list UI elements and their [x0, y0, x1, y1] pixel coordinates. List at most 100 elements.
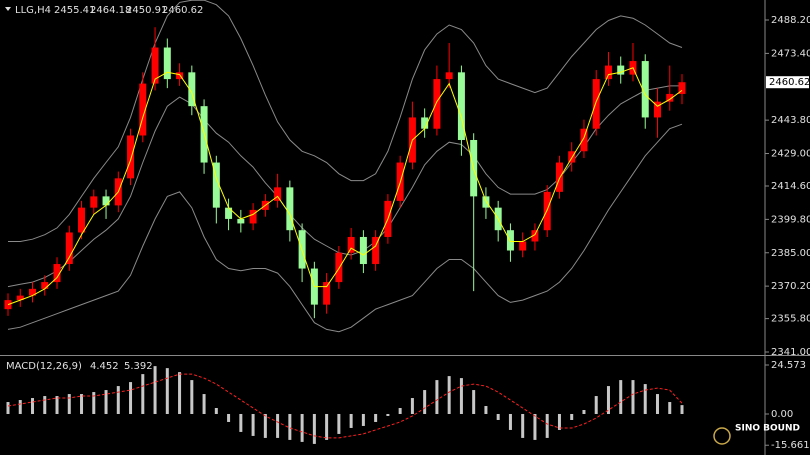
- macd-bar: [239, 413, 243, 432]
- y-tick-label: 0.00: [771, 409, 793, 420]
- signal-line: [7, 373, 683, 439]
- candle-body: [225, 207, 233, 219]
- candle-body: [482, 196, 490, 208]
- price-tag: [766, 76, 809, 89]
- macd-bar: [288, 413, 292, 440]
- macd-title: MACD(12,26,9): [6, 361, 82, 372]
- macd-bar: [594, 396, 598, 414]
- macd-bar: [153, 366, 157, 414]
- macd-bar: [116, 386, 120, 414]
- macd-bar: [374, 413, 378, 422]
- candle-body: [592, 79, 600, 129]
- ohlc-close: 2460.62: [162, 5, 203, 16]
- candle-body: [176, 72, 184, 80]
- candle-body: [237, 218, 245, 224]
- macd-bar: [190, 380, 194, 414]
- candle-body: [163, 47, 171, 80]
- candle-body: [65, 232, 73, 265]
- candle-body: [666, 93, 674, 102]
- macd-bar: [325, 413, 329, 440]
- macd-bar: [349, 413, 353, 428]
- macd-bar: [386, 413, 390, 416]
- macd-bar: [582, 410, 586, 414]
- candle-body: [249, 209, 257, 224]
- macd-bar: [472, 390, 476, 414]
- candle-body: [286, 187, 294, 231]
- candle-body: [41, 282, 49, 289]
- price-tag-label: 2460.62: [769, 77, 810, 88]
- macd-bar: [398, 408, 402, 414]
- macd-bar: [202, 394, 206, 414]
- candle-body: [102, 196, 110, 206]
- candle-body: [543, 191, 551, 231]
- candle-body: [653, 101, 661, 118]
- candle-body: [641, 61, 649, 118]
- candle-body: [421, 117, 429, 129]
- macd-bar: [214, 408, 218, 414]
- y-tick-label: 2341.00: [771, 347, 810, 358]
- candle-body: [16, 295, 24, 301]
- ohlc-open: 2455.41: [54, 5, 95, 16]
- candle-body: [568, 151, 576, 163]
- macd-value: 4.452: [90, 361, 119, 372]
- macd-bar: [643, 384, 647, 414]
- y-tick-label: 2429.00: [771, 149, 810, 160]
- candle-body: [335, 252, 343, 283]
- macd-bar: [67, 394, 71, 414]
- macd-bar: [6, 402, 10, 414]
- candle-body: [457, 72, 465, 140]
- macd-bar: [619, 380, 623, 414]
- macd-bar: [55, 396, 59, 414]
- y-tick-label: 2473.40: [771, 48, 810, 59]
- candle-body: [29, 288, 37, 296]
- candle-body: [139, 83, 147, 136]
- candle-body: [274, 187, 282, 201]
- macd-bar: [447, 376, 451, 414]
- macd-bar: [178, 372, 182, 414]
- macd-bar: [459, 378, 463, 414]
- logo-icon: [713, 427, 731, 445]
- macd-bar: [80, 394, 84, 414]
- macd-bar: [631, 380, 635, 414]
- macd-bar: [545, 413, 549, 438]
- candle-body: [151, 47, 159, 84]
- macd-bar: [227, 413, 231, 422]
- macd-bar: [251, 413, 255, 436]
- candle-body: [445, 72, 453, 80]
- macd-bar: [668, 402, 672, 414]
- candle-body: [90, 196, 98, 208]
- candle-body: [580, 128, 588, 152]
- macd-bar: [521, 413, 525, 438]
- macd-bar: [43, 396, 47, 414]
- macd-bar: [31, 398, 35, 414]
- lower-band: [7, 123, 683, 333]
- y-tick-label: -15.661: [771, 440, 810, 451]
- candle-body: [433, 79, 441, 129]
- candle-body: [372, 236, 380, 265]
- y-tick-label: 2488.20: [771, 15, 810, 26]
- signal-value: 5.392: [124, 361, 153, 372]
- macd-bar: [508, 413, 512, 430]
- y-tick-label: 2385.00: [771, 248, 810, 259]
- candle-body: [678, 82, 686, 94]
- candle-body: [188, 72, 196, 107]
- candle-body: [347, 236, 355, 253]
- candle-body: [519, 241, 527, 251]
- upper-band: [8, 0, 683, 242]
- menu-arrow: [5, 7, 11, 11]
- candle-body: [506, 230, 514, 251]
- candle-body: [531, 230, 539, 242]
- macd-bar: [312, 413, 316, 444]
- moving-average: [7, 67, 683, 306]
- macd-bar: [570, 413, 574, 420]
- macd-bar: [410, 398, 414, 414]
- y-tick-label: 24.573: [771, 360, 806, 371]
- y-tick-label: 2414.60: [771, 181, 810, 192]
- macd-bar: [129, 382, 133, 414]
- macd-bar: [423, 390, 427, 414]
- candle-body: [53, 264, 61, 283]
- candle-body: [127, 135, 135, 179]
- ohlc-low: 2450.91: [126, 5, 167, 16]
